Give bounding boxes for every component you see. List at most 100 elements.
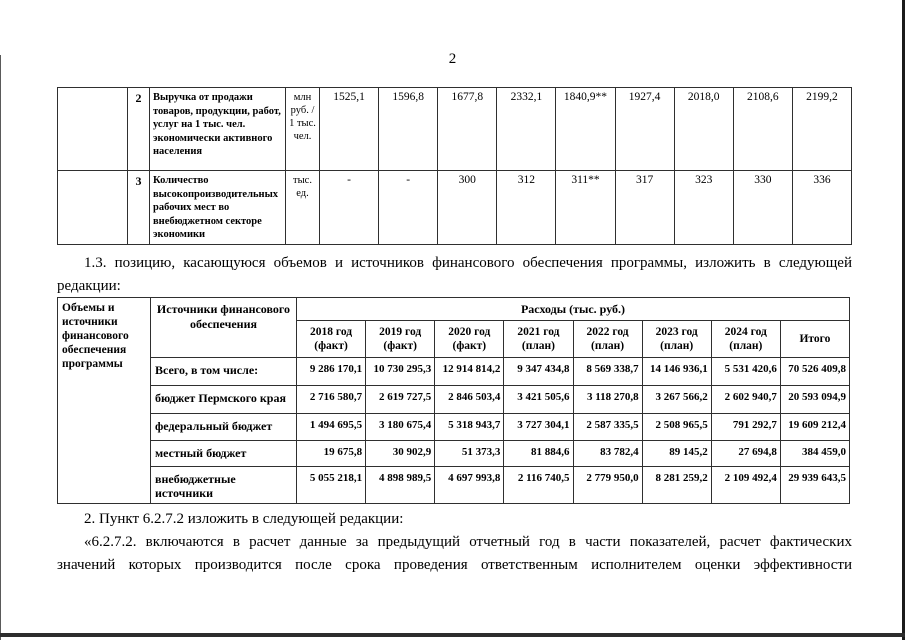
total-header-cell: Итого [779, 320, 851, 358]
value-cell: 1927,4 [614, 87, 675, 171]
amount-cell: 2 619 727,5 [365, 385, 436, 414]
value-cell: 336 [791, 170, 853, 245]
amount-cell: 27 694,8 [710, 440, 781, 467]
paragraph-line: 1.3. позицию, касающуюся объемов и источ… [84, 255, 852, 271]
spanning-empty-cell [57, 170, 128, 245]
value-cell: 317 [614, 170, 675, 245]
value-cell: - [318, 170, 380, 245]
year-header-cell: 2023 год (план) [641, 320, 712, 358]
year-header-cell: 2024 год (план) [710, 320, 781, 358]
amount-cell: 3 118 270,8 [572, 385, 643, 414]
year-header-cell: 2022 год (план) [572, 320, 643, 358]
table-row: 3 Количество высокопроизводительных рабо… [57, 170, 853, 245]
row-number-cell: 3 [127, 170, 150, 245]
amount-cell: 4 697 993,8 [434, 466, 505, 504]
amount-cell: 2 109 492,4 [710, 466, 781, 504]
table-row: местный бюджет 19 675,8 30 902,9 51 373,… [58, 440, 851, 467]
year-header-cell: 2020 год (факт) [434, 320, 505, 358]
row-number-cell: 2 [127, 87, 150, 171]
amount-cell: 30 902,9 [365, 440, 436, 467]
table-header-row: Объемы и источники финансового обеспечен… [57, 297, 850, 504]
source-label-cell: федеральный бюджет [150, 413, 297, 441]
unit-cell: тыс. ед. [285, 170, 320, 245]
amount-cell: 2 716 580,7 [295, 385, 367, 414]
amount-cell: 1 494 695,5 [295, 413, 367, 441]
indicators-table: 2 Выручка от продажи товаров, продукции,… [57, 87, 853, 245]
amount-cell: 81 884,6 [503, 440, 574, 467]
amount-cell: 5 531 420,6 [710, 357, 781, 386]
amount-cell: 3 727 304,1 [503, 413, 574, 441]
paragraph-line: редакции: [57, 278, 121, 294]
paragraph-line: 2. Пункт 6.2.7.2 изложить в следующей ре… [84, 511, 404, 527]
corner-cell: Объемы и источники финансового обеспечен… [57, 297, 151, 504]
paragraph-2: 2. Пункт 6.2.7.2 изложить в следующей ре… [57, 508, 852, 531]
value-cell: 2108,6 [732, 87, 793, 171]
value-cell: 1596,8 [378, 87, 439, 171]
table-row: Всего, в том числе: 9 286 170,1 10 730 2… [58, 357, 851, 386]
paragraph-6272: «6.2.7.2. включаются в расчет данные за … [57, 531, 852, 577]
amount-cell: 19 609 212,4 [779, 413, 851, 441]
sources-header-cell: Источники финансового обеспечения [150, 297, 297, 358]
amount-cell: 384 459,0 [779, 440, 851, 467]
financing-table: Объемы и источники финансового обеспечен… [57, 297, 851, 504]
value-cell: 312 [496, 170, 557, 245]
amount-cell: 9 347 434,8 [503, 357, 574, 386]
source-label-cell: бюджет Пермского края [150, 385, 297, 414]
amount-cell: 51 373,3 [434, 440, 505, 467]
amount-cell: 12 914 814,2 [434, 357, 505, 386]
value-cell: 300 [437, 170, 498, 245]
amount-cell: 10 730 295,3 [365, 357, 436, 386]
amount-cell: 3 180 675,4 [365, 413, 436, 441]
paragraph-line: «6.2.7.2. включаются в расчет данные за … [84, 534, 852, 550]
amount-cell: 14 146 936,1 [641, 357, 712, 386]
amount-cell: 20 593 094,9 [779, 385, 851, 414]
table-row: федеральный бюджет 1 494 695,5 3 180 675… [58, 413, 851, 441]
value-cell: 1525,1 [318, 87, 380, 171]
table-row: 2 Выручка от продажи товаров, продукции,… [57, 87, 853, 171]
amount-cell: 4 898 989,5 [365, 466, 436, 504]
amount-cell: 5 055 218,1 [295, 466, 367, 504]
amount-cell: 9 286 170,1 [295, 357, 367, 386]
amount-cell: 2 602 940,7 [710, 385, 781, 414]
value-cell: 1840,9** [555, 87, 616, 171]
value-cell: 2018,0 [673, 87, 734, 171]
amount-cell: 19 675,8 [295, 440, 367, 467]
amount-cell: 3 267 566,2 [641, 385, 712, 414]
amount-cell: 791 292,7 [710, 413, 781, 441]
amount-cell: 5 318 943,7 [434, 413, 505, 441]
table-row: внебюджетные источники 5 055 218,1 4 898… [58, 466, 851, 504]
value-cell: 2332,1 [496, 87, 557, 171]
amount-cell: 2 587 335,5 [572, 413, 643, 441]
unit-cell: млн руб. / 1 тыс. чел. [285, 87, 320, 171]
value-cell: 1677,8 [437, 87, 498, 171]
paragraph-1-3: 1.3. позицию, касающуюся объемов и источ… [57, 252, 852, 298]
amount-cell: 2 846 503,4 [434, 385, 505, 414]
source-label-cell: местный бюджет [150, 440, 297, 467]
amount-cell: 70 526 409,8 [779, 357, 851, 386]
value-cell: 2199,2 [791, 87, 853, 171]
year-header-cell: 2019 год (факт) [365, 320, 436, 358]
amount-cell: 83 782,4 [572, 440, 643, 467]
paragraph-line: значений которых производится после срок… [57, 557, 852, 573]
table-header-row: 2018 год (факт) 2019 год (факт) 2020 год… [58, 320, 851, 358]
indicator-name-cell: Количество высокопроизводительных рабочи… [149, 170, 286, 245]
expenses-header-cell: Расходы (тыс. руб.) [296, 297, 850, 321]
amount-cell: 8 281 259,2 [641, 466, 712, 504]
page-number: 2 [448, 51, 457, 67]
amount-cell: 89 145,2 [641, 440, 712, 467]
scan-left-edge [0, 55, 1, 640]
value-cell: 330 [732, 170, 793, 245]
table-row: бюджет Пермского края 2 716 580,7 2 619 … [58, 385, 851, 414]
scan-right-edge [902, 0, 905, 640]
value-cell: 323 [673, 170, 734, 245]
amount-cell: 3 421 505,6 [503, 385, 574, 414]
amount-cell: 2 116 740,5 [503, 466, 574, 504]
spanning-empty-cell [57, 87, 128, 171]
scan-bottom-edge [0, 633, 905, 637]
value-cell: - [378, 170, 439, 245]
indicator-name-cell: Выручка от продажи товаров, продукции, р… [149, 87, 286, 171]
amount-cell: 2 779 950,0 [572, 466, 643, 504]
value-cell: 311** [555, 170, 616, 245]
source-label-cell: Всего, в том числе: [150, 357, 297, 386]
